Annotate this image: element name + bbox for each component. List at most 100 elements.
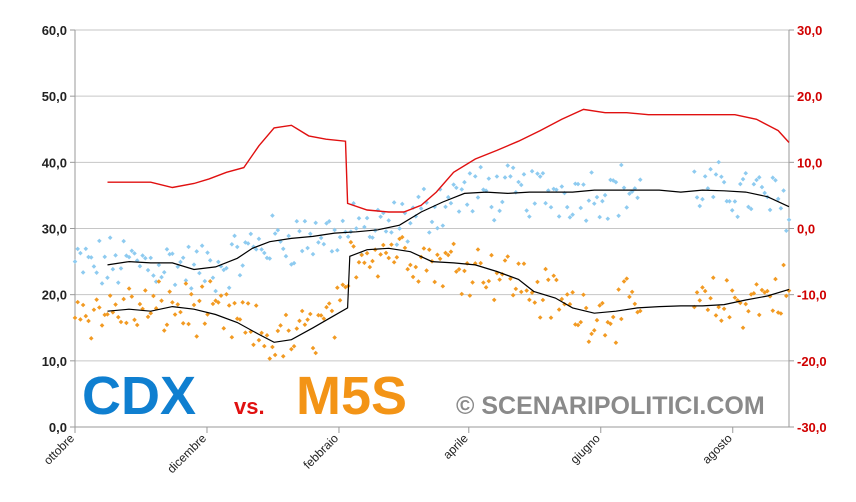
m5s-point — [494, 270, 500, 276]
m5s-point — [240, 300, 245, 305]
m5s-point — [224, 291, 229, 297]
m5s-point — [294, 326, 300, 331]
cdx-point — [532, 201, 538, 206]
m5s-point — [262, 343, 267, 349]
m5s-point — [362, 260, 367, 266]
m5s-point — [746, 308, 751, 314]
cdx-point — [619, 162, 624, 168]
m5s-point — [759, 287, 765, 293]
m5s-point — [299, 308, 305, 314]
cdx-point — [472, 174, 478, 179]
m5s-point — [107, 293, 113, 298]
m5s-point — [332, 335, 337, 340]
m5s-point — [608, 321, 613, 327]
cdx-point — [716, 159, 721, 165]
cdx-point — [786, 217, 792, 223]
m5s-point — [597, 303, 602, 308]
m5s-point — [234, 316, 240, 322]
cdx-point — [143, 255, 148, 261]
cdx-point — [586, 198, 592, 203]
right-tick-label: -10,0 — [797, 288, 827, 303]
cdx-point — [383, 229, 389, 234]
cdx-point — [754, 177, 759, 183]
m5s-point — [773, 276, 778, 282]
cdx-point — [478, 164, 483, 170]
m5s-point — [210, 301, 216, 307]
m5s-point — [188, 291, 194, 297]
cdx-point — [270, 213, 275, 218]
cdx-point — [121, 238, 126, 244]
cdx-point — [564, 204, 570, 210]
m5s-point — [399, 234, 405, 240]
cdx-point — [134, 258, 140, 263]
m5s-point — [697, 298, 703, 303]
m5s-point — [462, 268, 467, 274]
m5s-point — [78, 317, 83, 322]
cdx-point — [605, 216, 611, 222]
m5s-point — [459, 291, 465, 297]
m5s-point — [524, 288, 529, 293]
cdx-point — [335, 247, 340, 253]
cdx-point — [454, 185, 459, 191]
cdx-point — [232, 233, 237, 239]
m5s-point — [513, 286, 519, 292]
cdx-point — [554, 187, 559, 193]
m5s-point — [610, 314, 616, 320]
m5s-point — [359, 252, 364, 258]
vs-label: vs. — [234, 394, 265, 419]
cdx-point — [710, 194, 716, 200]
cdx-point — [275, 227, 281, 233]
m5s-point — [375, 274, 381, 279]
cdx-point — [770, 175, 776, 181]
cdx-point — [307, 231, 313, 237]
m5s-point — [570, 290, 575, 295]
cdx-point — [194, 249, 200, 254]
cdx-point — [164, 246, 170, 252]
m5s-point — [229, 334, 235, 340]
m5s-point — [540, 297, 546, 303]
m5s-point — [394, 254, 400, 260]
difference-line — [107, 108, 790, 213]
m5s-point — [194, 334, 200, 339]
cdx-point — [205, 250, 210, 255]
m5s-point — [321, 316, 327, 321]
cdx-point — [210, 275, 216, 281]
cdx-point — [591, 201, 597, 206]
cdx-point — [700, 196, 705, 202]
m5s-point — [202, 321, 208, 326]
m5s-point — [105, 312, 110, 317]
cdx-point — [575, 181, 581, 187]
cdx-point — [324, 221, 329, 226]
gridlines — [75, 29, 789, 362]
m5s-points — [72, 234, 792, 361]
m5s-point — [602, 333, 608, 338]
cdx-point — [172, 282, 178, 288]
m5s-point — [583, 305, 589, 311]
m5s-point — [302, 322, 308, 328]
m5s-point — [456, 267, 462, 272]
cdx-point — [226, 285, 232, 291]
m5s-point — [88, 336, 94, 341]
m5s-point — [164, 322, 170, 328]
m5s-point — [143, 288, 148, 293]
m5s-point — [751, 291, 757, 296]
cdx-point — [583, 218, 589, 223]
m5s-point — [616, 287, 621, 292]
m5s-point — [554, 277, 559, 283]
m5s-point — [245, 301, 251, 306]
cdx-point — [353, 226, 359, 231]
m5s-label: M5S — [296, 366, 407, 426]
cdx-point — [500, 199, 505, 205]
cdx-point — [724, 198, 730, 204]
m5s-point — [243, 330, 248, 335]
cdx-point — [467, 171, 473, 176]
cdx-point — [264, 255, 270, 261]
m5s-point — [291, 343, 297, 349]
m5s-point — [694, 290, 700, 295]
m5s-point — [727, 314, 732, 320]
m5s-point — [426, 247, 432, 253]
cdx-point — [126, 254, 132, 260]
m5s-point — [451, 241, 456, 247]
cdx-point — [370, 235, 375, 240]
cdx-point — [99, 281, 105, 286]
